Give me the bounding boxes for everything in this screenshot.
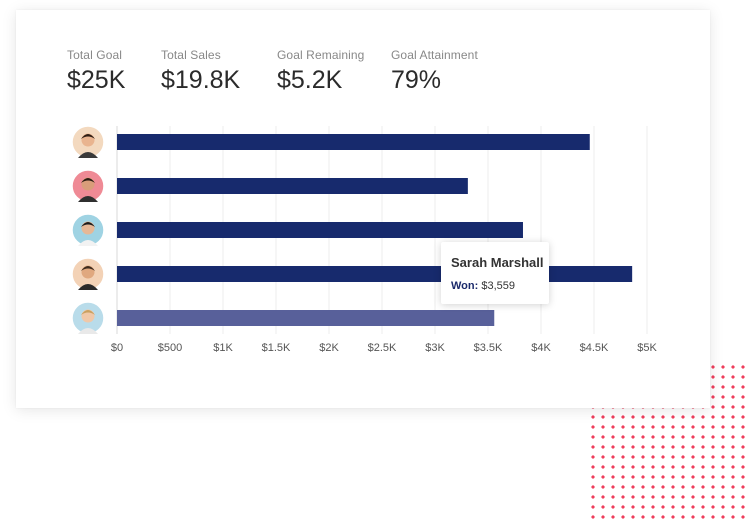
bar <box>117 134 590 150</box>
kpi-goal-remaining: Goal Remaining $5.2K <box>277 48 364 95</box>
bar <box>117 222 523 238</box>
tooltip-name: Sarah Marshall <box>451 255 544 270</box>
kpi-total-goal: Total Goal $25K <box>67 48 125 95</box>
bar <box>117 266 633 282</box>
tooltip-value: $3,559 <box>481 280 516 292</box>
woman-dark-hair-avatar <box>71 125 105 159</box>
kpi-value: $5.2K <box>277 66 343 94</box>
kpi-value: $19.8K <box>161 66 241 94</box>
kpi-label: Total Sales <box>161 48 221 62</box>
sales-bar-chart: $0 $500 $1K $1.5K $2K $2.5K $3K $3.5K $4K $4.5K $5… <box>71 125 657 354</box>
bar <box>117 178 468 194</box>
man-glasses-avatar <box>71 213 105 247</box>
kpi-row: Total Goal $25K Total Sales $19.8K Goal … <box>67 48 687 108</box>
x-tick-label: $4.5K <box>580 342 609 354</box>
kpi-value: 79% <box>391 66 442 94</box>
x-tick-label: $500 <box>158 342 182 354</box>
x-tick-label: $1.5K <box>262 342 291 354</box>
woman-blonde-avatar <box>71 301 105 335</box>
tooltip-row: Won: $3,559 <box>451 280 516 292</box>
x-tick-label: $3K <box>425 342 445 354</box>
kpi-total-sales: Total Sales $19.8K <box>161 48 240 95</box>
sales-card: Total Goal $25K Total Sales $19.8K Goal … <box>16 10 710 408</box>
kpi-value: $25K <box>67 66 126 94</box>
x-tick-label: $2K <box>319 342 339 354</box>
x-tick-label: $4K <box>531 342 551 354</box>
kpi-label: Goal Remaining <box>277 48 365 62</box>
chart-tooltip: Sarah Marshall Won: $3,559 <box>441 242 549 304</box>
x-tick-label: $0 <box>111 342 123 354</box>
man-beard-avatar <box>71 169 105 203</box>
bar <box>117 310 495 326</box>
x-tick-label: $2.5K <box>368 342 397 354</box>
kpi-label: Total Goal <box>67 48 123 62</box>
x-tick-label: $3.5K <box>474 342 503 354</box>
tooltip-key: Won <box>451 280 475 292</box>
man-beard-glasses-avatar <box>71 257 105 291</box>
x-tick-label: $1K <box>213 342 233 354</box>
kpi-goal-attainment: Goal Attainment 79% <box>391 48 478 95</box>
x-tick-label: $5K <box>637 342 657 354</box>
kpi-label: Goal Attainment <box>391 48 478 62</box>
